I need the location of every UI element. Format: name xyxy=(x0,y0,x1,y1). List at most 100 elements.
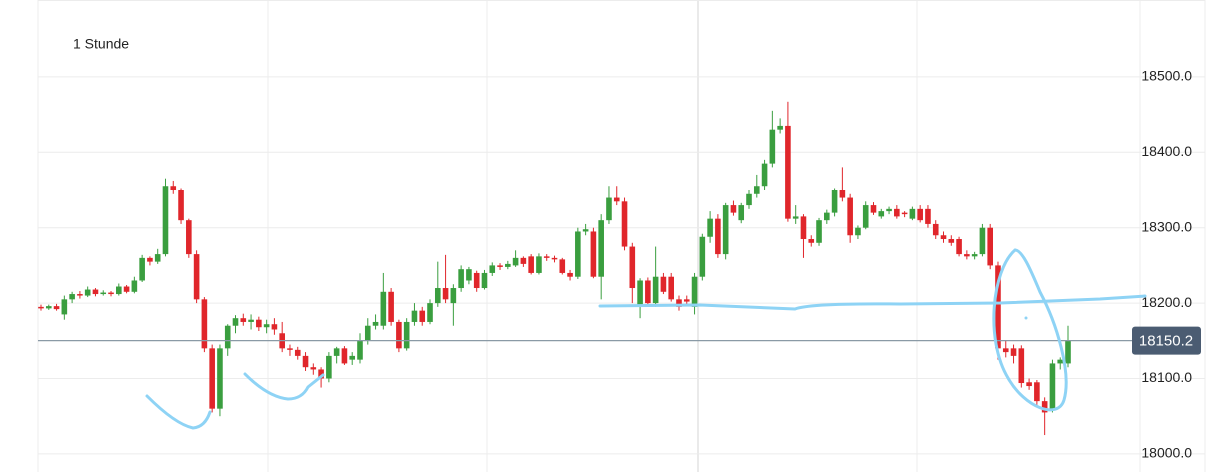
candle-body xyxy=(878,211,885,217)
candle-body xyxy=(536,256,542,273)
candle-body xyxy=(1041,401,1048,413)
candle-body xyxy=(948,239,955,243)
candle-body xyxy=(411,310,418,322)
candle-body xyxy=(816,220,822,243)
candle-body xyxy=(777,125,783,130)
candle-body xyxy=(450,288,457,304)
candle-body xyxy=(419,310,426,322)
candle-body xyxy=(240,318,247,322)
candle-body xyxy=(403,321,410,349)
annotation-line xyxy=(598,294,1147,311)
candle-body xyxy=(683,299,690,302)
candle-body xyxy=(287,348,293,350)
candle-body xyxy=(894,208,900,217)
candle-body xyxy=(831,190,838,213)
candle-body xyxy=(162,186,169,255)
candle-body xyxy=(1034,382,1040,402)
candle-body xyxy=(769,129,776,164)
candle-body xyxy=(730,205,737,213)
candle-body xyxy=(808,239,815,243)
candle-body xyxy=(940,235,947,240)
candle-body xyxy=(925,208,931,224)
candle-body xyxy=(364,325,371,341)
candle-body xyxy=(1018,348,1025,384)
candle-body xyxy=(551,257,558,260)
candle-body xyxy=(645,280,651,304)
candle-body xyxy=(621,201,628,247)
candle-body xyxy=(613,197,620,202)
candle-body xyxy=(528,256,534,273)
candle-body xyxy=(232,318,239,326)
candle-body xyxy=(520,257,527,264)
annotation-dot xyxy=(1024,316,1028,320)
candle-body xyxy=(100,292,107,295)
annotation-curve xyxy=(243,372,325,401)
candle-body xyxy=(69,294,75,300)
candle-body xyxy=(396,321,402,349)
candle-body xyxy=(45,306,52,309)
candle-body xyxy=(699,236,706,277)
candle-body xyxy=(668,276,675,300)
candle-body xyxy=(964,254,970,257)
annotation-loop xyxy=(992,248,1068,412)
candle-body xyxy=(847,197,853,236)
candle-body xyxy=(722,205,729,255)
candle-body xyxy=(1049,363,1056,409)
candle-body xyxy=(979,227,986,255)
candle-body xyxy=(559,259,566,273)
candle-body xyxy=(357,340,363,360)
candle-body xyxy=(746,193,752,206)
candle-body xyxy=(753,186,760,194)
candle-body xyxy=(481,272,488,289)
y-tick-label: 18000.0 xyxy=(1141,445,1192,461)
candle-body xyxy=(652,276,659,304)
candle-body xyxy=(388,291,394,322)
candle-body xyxy=(458,269,464,289)
candle-body xyxy=(598,220,604,277)
candle-body xyxy=(715,218,721,255)
candle-body xyxy=(497,265,503,267)
candle-body xyxy=(590,231,597,277)
candle-body xyxy=(575,231,581,277)
candle-body xyxy=(434,288,441,304)
candle-body xyxy=(201,299,208,349)
candle-body xyxy=(341,348,348,364)
last-price-label: 18150.2 xyxy=(1139,333,1193,350)
candle-body xyxy=(956,239,962,255)
chart-title: 1 Stunde xyxy=(73,36,129,52)
candle-body xyxy=(139,257,145,281)
candle-body xyxy=(489,265,496,273)
candle-body xyxy=(178,190,184,221)
candle-body xyxy=(147,257,153,262)
y-tick-label: 18200.0 xyxy=(1141,294,1192,310)
last-price-box xyxy=(1132,326,1201,355)
candle-body xyxy=(1002,348,1009,353)
candle-body xyxy=(660,276,667,292)
candle-body xyxy=(505,263,511,267)
candle-body xyxy=(629,246,636,289)
candle-body xyxy=(294,349,301,356)
candle-body xyxy=(567,272,573,277)
candle-body xyxy=(582,229,589,232)
candle-body xyxy=(473,272,480,289)
annotations xyxy=(145,248,1147,430)
candle-body xyxy=(170,186,177,191)
candle-body xyxy=(932,223,939,236)
candle-body xyxy=(53,306,60,310)
candle-body xyxy=(1026,382,1032,387)
candle-body xyxy=(131,280,138,292)
candle-body xyxy=(855,227,861,236)
candle-body xyxy=(380,291,387,326)
candle-body xyxy=(466,269,472,281)
candle-body xyxy=(785,125,791,219)
candle-body xyxy=(302,355,309,368)
candle-body xyxy=(691,276,698,307)
candle-body xyxy=(209,348,215,409)
candle-body xyxy=(971,254,978,257)
candle-body xyxy=(1065,340,1071,364)
candle-body xyxy=(870,205,877,213)
annotation-curve xyxy=(145,394,212,430)
candle-body xyxy=(116,286,122,295)
candle-body xyxy=(77,294,83,296)
